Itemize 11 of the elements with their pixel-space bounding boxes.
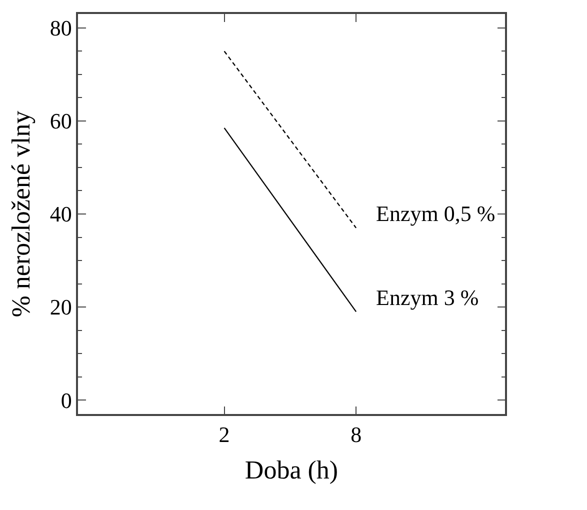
x-tick-label: 8 bbox=[350, 422, 362, 448]
y-tick-label: 40 bbox=[50, 202, 72, 227]
series-label: Enzym 0,5 % bbox=[376, 201, 496, 226]
x-tick-label: 2 bbox=[218, 422, 230, 448]
y-axis-title: % nerozložené vlny bbox=[6, 110, 36, 318]
y-tick-label: 0 bbox=[60, 388, 72, 413]
y-tick-label: 20 bbox=[50, 294, 72, 320]
x-axis-title: Doba (h) bbox=[244, 455, 338, 484]
y-tick-label: 60 bbox=[50, 108, 72, 134]
y-tick-label: 80 bbox=[50, 16, 72, 41]
series-label: Enzym 3 % bbox=[376, 285, 479, 310]
